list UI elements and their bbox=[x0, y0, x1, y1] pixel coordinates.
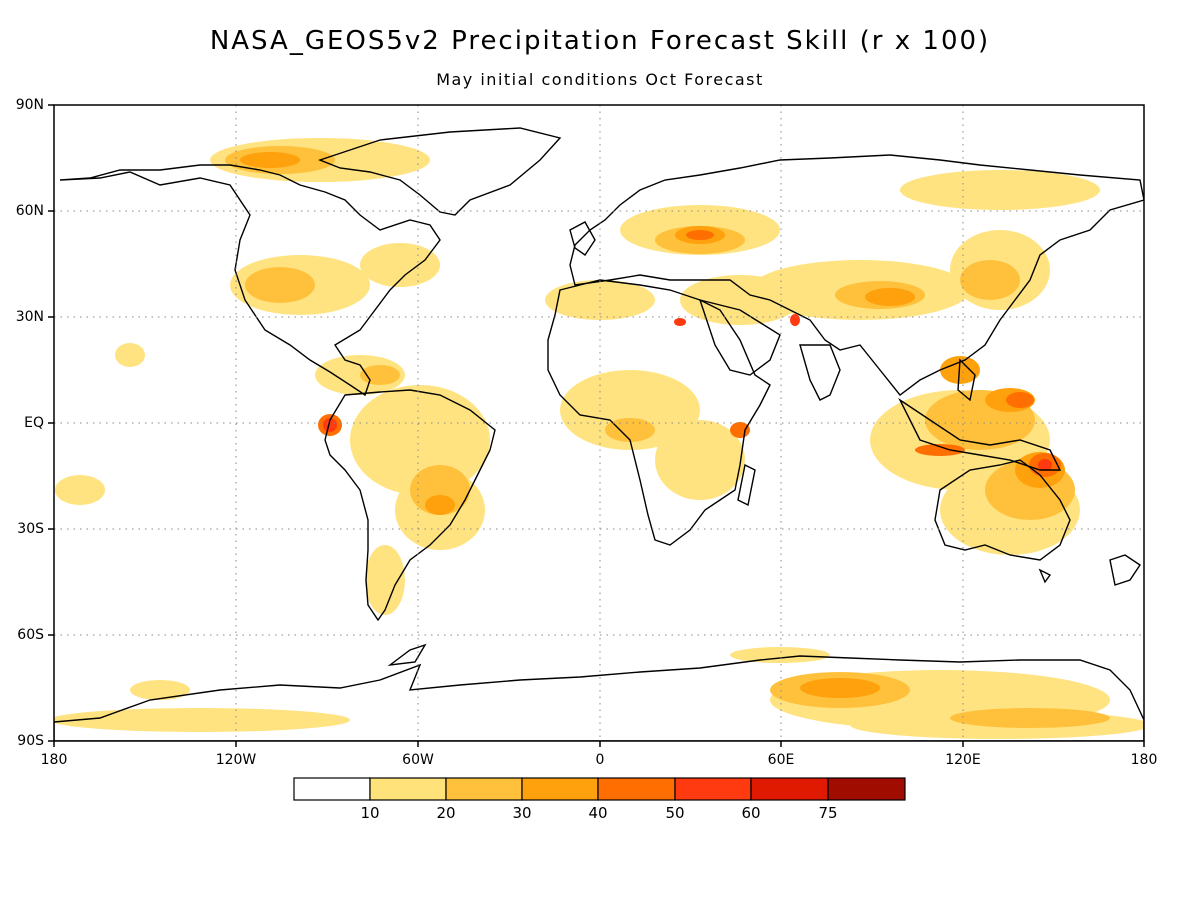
lat-label-30s: 30S bbox=[17, 521, 44, 537]
colorbar-tick-30: 30 bbox=[512, 804, 532, 822]
colorbar-box-1 bbox=[369, 777, 447, 801]
lon-label-0: 0 bbox=[595, 752, 605, 768]
colorbar-box-7 bbox=[827, 777, 906, 801]
colorbar-box-6 bbox=[750, 777, 829, 801]
lon-label-180e: 180 bbox=[1130, 752, 1158, 768]
coastlines bbox=[54, 127, 1144, 741]
colorbar-box-3 bbox=[521, 777, 599, 801]
lat-label-eq: EQ bbox=[24, 415, 44, 431]
lat-label-90n: 90N bbox=[15, 97, 44, 113]
lat-label-90s: 90S bbox=[17, 733, 44, 749]
colorbar-box-0 bbox=[293, 777, 371, 801]
lon-label-120w: 120W bbox=[215, 752, 257, 768]
skill-shading bbox=[54, 138, 1144, 739]
lon-label-60e: 60E bbox=[767, 752, 795, 768]
colorbar-tick-60: 60 bbox=[741, 804, 761, 822]
lat-label-30n: 30N bbox=[15, 309, 44, 325]
lat-label-60s: 60S bbox=[17, 627, 44, 643]
colorbar-box-2 bbox=[445, 777, 523, 801]
colorbar bbox=[293, 777, 906, 801]
lon-label-120e: 120E bbox=[945, 752, 981, 768]
colorbar-tick-20: 20 bbox=[436, 804, 456, 822]
colorbar-tick-75: 75 bbox=[818, 804, 838, 822]
lon-label-180w: 180 bbox=[40, 752, 68, 768]
colorbar-tick-50: 50 bbox=[665, 804, 685, 822]
colorbar-box-4 bbox=[597, 777, 676, 801]
lon-label-60w: 60W bbox=[402, 752, 434, 768]
colorbar-tick-40: 40 bbox=[588, 804, 608, 822]
axis-ticks bbox=[48, 104, 1145, 747]
colorbar-tick-10: 10 bbox=[360, 804, 380, 822]
map-title: NASA_GEOS5v2 Precipitation Forecast Skil… bbox=[209, 26, 991, 56]
map-subtitle: May initial conditions Oct Forecast bbox=[436, 70, 764, 89]
lat-label-60n: 60N bbox=[15, 203, 44, 219]
colorbar-box-5 bbox=[674, 777, 752, 801]
